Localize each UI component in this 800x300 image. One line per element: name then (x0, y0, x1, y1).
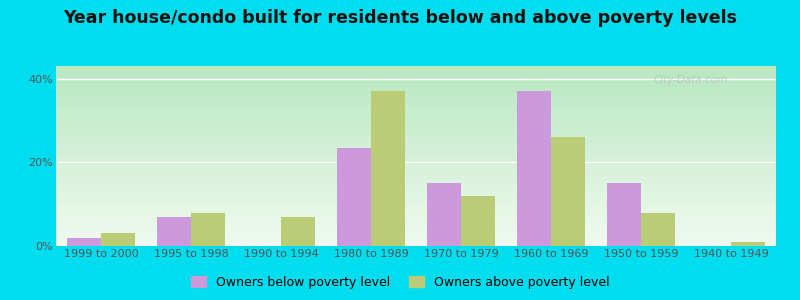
Text: Year house/condo built for residents below and above poverty levels: Year house/condo built for residents bel… (63, 9, 737, 27)
Text: City-Data.com: City-Data.com (654, 75, 728, 85)
Bar (371, 91, 405, 246)
Bar (641, 212, 675, 246)
Bar (101, 233, 135, 246)
Bar (461, 196, 495, 246)
Bar (337, 148, 371, 246)
Legend: Owners below poverty level, Owners above poverty level: Owners below poverty level, Owners above… (186, 271, 614, 294)
Bar (427, 183, 461, 246)
Bar (517, 91, 551, 246)
Bar (731, 242, 766, 246)
Bar (606, 183, 641, 246)
Bar (281, 217, 315, 246)
Bar (191, 212, 226, 246)
Bar (67, 238, 101, 246)
Bar (551, 137, 586, 246)
Bar (157, 217, 191, 246)
